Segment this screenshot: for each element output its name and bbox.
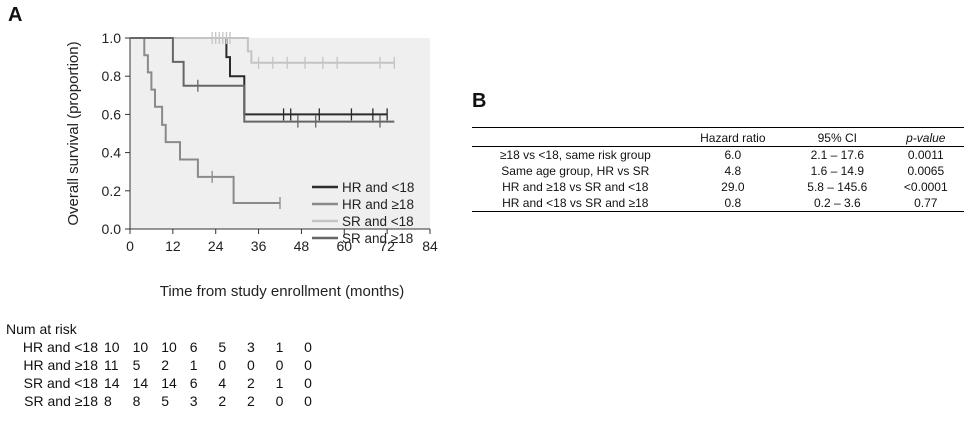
survival-chart: 0 12 24 36 48 60 72 84 0.0 0.2 0.4 0.6 0.8 1.0 Time fr… [65,30,438,300]
risk-count: 0 [304,375,312,391]
y-tick-label: 1.0 [102,30,122,46]
x-tick-label: 0 [126,238,134,254]
risk-count: 2 [161,357,169,373]
risk-count: 4 [218,375,227,391]
risk-count: 14 [132,375,149,391]
hazard-ratio-cell: 4.8 [724,164,742,178]
risk-count: 5 [132,357,141,373]
risk-count: 6 [189,375,198,391]
risk-count: 2 [218,393,227,409]
x-tick-label: 24 [208,238,224,254]
comparison-cell: ≥18 vs <18, same risk group [499,148,651,162]
risk-count: 11 [104,357,119,373]
risk-count: 5 [218,339,227,355]
risk-count: 0 [246,357,255,373]
risk-count: 3 [189,393,198,409]
risk-count: 2 [246,393,255,409]
risk-count: 0 [304,357,312,373]
risk-table: Num at risk HR and <18 10 10 10 6 5 3 1 0 HR and … [6,320,333,410]
risk-count: 14 [104,375,120,391]
table-row: ≥18 vs <18, same risk group 6.0 2.1 – 17… [472,147,964,164]
risk-count: 3 [246,339,255,355]
risk-count: 0 [275,393,284,409]
risk-row: SR and <18 14 14 14 6 4 2 1 0 [6,374,333,392]
panel-b-label: B [472,90,487,112]
survival-curve [130,37,395,123]
risk-count: 5 [161,393,169,409]
risk-row: HR and ≥18 11 5 2 1 0 0 0 0 [6,356,333,374]
risk-count: 8 [104,393,112,409]
table-row: HR and <18 vs SR and ≥18 0.8 0.2 – 3.6 0… [472,195,964,212]
risk-count: 10 [132,339,149,355]
panel-a-label: A [8,4,23,26]
hazard-ratio-cell: 29.0 [721,180,745,194]
risk-count: 10 [161,339,177,355]
risk-count: 0 [218,357,227,373]
risk-count: 0 [304,339,312,355]
p-value-cell: 0.0065 [907,164,945,178]
table-row: HR and ≥18 vs SR and <18 29.0 5.8 – 145.… [472,179,964,195]
p-value-cell: 0.77 [887,195,964,212]
legend-label: HR and <18 [342,180,414,195]
y-tick-label: 0.0 [102,221,122,237]
risk-count: 10 [104,339,120,355]
risk-row-label: HR and ≥18 [23,357,98,373]
legend-label: SR and ≥18 [342,231,413,246]
risk-count: 1 [275,339,284,355]
legend-label: SR and <18 [342,214,414,229]
header-hazard-ratio: Hazard ratio [700,131,766,145]
y-tick-label: 0.6 [102,106,122,122]
comparison-cell: Same age group, HR vs SR [501,164,650,178]
legend-label: HR and ≥18 [342,197,414,212]
comparison-cell: HR and <18 vs SR and ≥18 [472,195,679,212]
x-tick-label: 72 [379,238,395,254]
risk-count: 1 [275,375,284,391]
risk-table-title: Num at risk [6,321,77,337]
risk-row: SR and ≥18 8 8 5 3 2 2 0 0 [6,392,333,410]
y-axis-label: Overall survival (proportion) [65,41,82,225]
hazard-ratio-cell: 0.8 [678,195,788,212]
y-tick-label: 0.2 [102,183,122,199]
ci-cell: 2.1 – 17.6 [810,148,864,162]
risk-row-label: SR and <18 [23,375,98,391]
x-axis-label: Time from study enrollment (months) [160,283,405,300]
y-tick-label: 0.8 [102,68,122,84]
x-tick-label: 12 [165,238,181,254]
x-tick-label: 48 [294,238,310,254]
survival-curve [130,37,395,64]
x-tick-label: 60 [336,238,352,254]
ci-cell: 0.2 – 3.6 [787,195,888,212]
risk-row-label: SR and ≥18 [24,393,98,409]
risk-row: HR and <18 10 10 10 6 5 3 1 0 [6,338,333,356]
risk-count: 1 [189,357,198,373]
ci-cell: 1.6 – 14.9 [810,164,864,178]
ci-cell: 5.8 – 145.6 [807,180,868,194]
risk-count: 0 [275,357,284,373]
survival-curve [130,37,280,204]
risk-count: 0 [304,393,312,409]
risk-count: 14 [161,375,177,391]
risk-count: 6 [189,339,198,355]
p-value-cell: <0.0001 [903,180,948,194]
comparison-cell: HR and ≥18 vs SR and <18 [502,180,649,194]
risk-count: 8 [132,393,141,409]
table-row: Same age group, HR vs SR 4.8 1.6 – 14.9 … [472,163,964,179]
x-tick-label: 84 [422,238,438,254]
y-tick-label: 0.4 [102,145,122,161]
risk-row-label: HR and <18 [22,339,98,355]
header-ci: 95% CI [817,131,857,145]
hazard-ratio-cell: 6.0 [724,148,742,162]
header-comparison [472,128,679,147]
x-tick-label: 36 [251,238,267,254]
hazard-ratio-table: Hazard ratio 95% CI p-value ≥18 vs <18, … [472,127,964,212]
hazard-table-header: Hazard ratio 95% CI p-value [472,127,964,147]
p-value-cell: 0.0011 [907,148,944,162]
header-p-value: p-value [906,131,946,145]
risk-count: 2 [246,375,255,391]
